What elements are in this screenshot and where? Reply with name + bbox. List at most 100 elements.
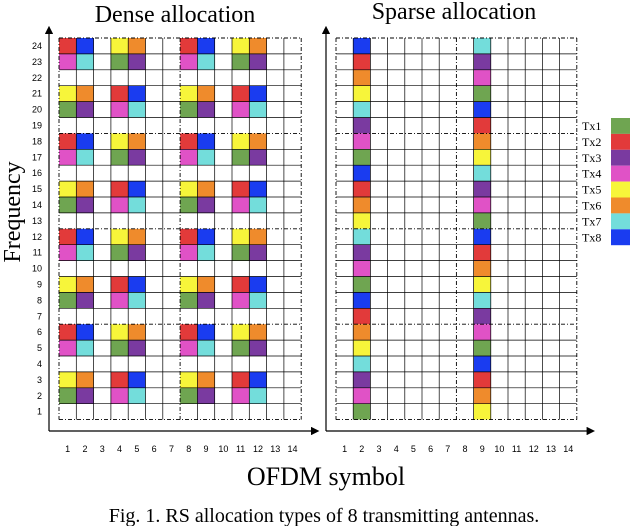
rs-cell-tx8 (249, 371, 267, 388)
rs-cell-tx3 (353, 371, 371, 388)
rs-cell-tx6 (473, 260, 491, 277)
x-tick-label: 8 (186, 444, 191, 454)
rs-cell-tx3 (128, 53, 146, 70)
rs-cell-tx5 (473, 403, 491, 420)
rs-cell-tx2 (232, 276, 250, 293)
rs-cell-tx8 (128, 181, 146, 197)
rs-cell-tx6 (249, 38, 267, 54)
rs-cell-tx3 (249, 244, 267, 261)
rs-cell-tx6 (128, 133, 146, 150)
rs-cell-tx5 (180, 181, 198, 197)
rs-cell-tx4 (353, 260, 371, 277)
legend-label-tx2: Tx2 (582, 135, 601, 149)
rs-cell-tx4 (232, 387, 250, 404)
x-tick-label: 2 (359, 444, 364, 454)
y-tick-label: 12 (32, 232, 42, 242)
rs-cell-tx1 (180, 292, 198, 309)
rs-cell-tx5 (110, 38, 129, 54)
legend-label-tx6: Tx6 (582, 199, 601, 213)
rs-cell-tx1 (473, 212, 491, 229)
panel-title-sparse: Sparse allocation (372, 0, 537, 25)
y-tick-label: 15 (32, 184, 42, 194)
x-tick-label: 6 (428, 444, 433, 454)
rs-cell-tx2 (110, 371, 129, 388)
rs-cell-tx8 (76, 133, 94, 150)
x-tick-label: 4 (117, 444, 122, 454)
rs-cell-tx8 (473, 101, 491, 118)
rs-cell-tx7 (473, 38, 491, 54)
rs-cell-tx8 (128, 276, 146, 293)
y-tick-label: 9 (37, 279, 42, 289)
rs-cell-tx3 (76, 387, 94, 404)
rs-cell-tx1 (353, 403, 371, 420)
rs-cell-tx5 (110, 324, 129, 341)
rs-cell-tx5 (473, 276, 491, 293)
legend-label-tx8: Tx8 (582, 230, 601, 244)
rs-cell-tx5 (110, 133, 129, 150)
y-tick-label: 21 (32, 89, 42, 99)
y-tick-label: 13 (32, 216, 42, 226)
y-tick-label: 17 (32, 152, 42, 162)
rs-cell-tx4 (180, 53, 198, 70)
y-tick-label: 6 (37, 327, 42, 337)
rs-cell-tx2 (232, 181, 250, 197)
rs-cell-tx8 (76, 228, 94, 245)
y-tick-label: 4 (37, 359, 42, 369)
x-tick-label: 5 (134, 444, 139, 454)
rs-cell-tx5 (59, 85, 77, 102)
rs-cell-tx4 (473, 69, 491, 86)
rs-cell-tx6 (353, 324, 371, 341)
rs-cell-tx6 (197, 276, 215, 293)
rs-cell-tx4 (110, 197, 129, 213)
rs-cell-tx5 (110, 228, 129, 245)
y-tick-label: 20 (32, 105, 42, 115)
rs-cell-tx2 (232, 371, 250, 388)
rs-cell-tx3 (128, 340, 146, 356)
rs-cell-tx4 (59, 149, 77, 166)
rs-cell-tx2 (59, 38, 77, 54)
x-tick-label: 6 (152, 444, 157, 454)
rs-cell-tx4 (353, 133, 371, 150)
rs-cell-tx7 (197, 149, 215, 166)
rs-cell-tx2 (473, 371, 491, 388)
rs-cell-tx6 (128, 228, 146, 245)
rs-cell-tx6 (197, 85, 215, 102)
rs-cell-tx4 (110, 101, 129, 118)
y-tick-label: 22 (32, 73, 42, 83)
rs-cell-tx8 (197, 133, 215, 150)
rs-cell-tx7 (76, 53, 94, 70)
rs-cell-tx4 (353, 387, 371, 404)
rs-cell-tx1 (232, 149, 250, 166)
rs-cell-tx5 (232, 228, 250, 245)
rs-cell-tx2 (353, 181, 371, 197)
legend-swatch-tx6 (611, 197, 630, 214)
rs-cell-tx7 (128, 387, 146, 404)
x-tick-label: 9 (204, 444, 209, 454)
rs-cell-tx2 (232, 85, 250, 102)
y-tick-label: 24 (32, 41, 42, 51)
rs-cell-tx1 (110, 149, 129, 166)
rs-cell-tx1 (473, 85, 491, 102)
legend-swatch-tx5 (611, 181, 630, 198)
rs-cell-tx4 (59, 53, 77, 70)
rs-cell-tx5 (353, 212, 371, 229)
rs-cell-tx8 (197, 228, 215, 245)
y-tick-label: 8 (37, 295, 42, 305)
rs-cell-tx3 (249, 340, 267, 356)
rs-cell-tx3 (76, 292, 94, 309)
rs-cell-tx6 (249, 133, 267, 150)
rs-cell-tx4 (232, 197, 250, 213)
x-tick-label: 13 (270, 444, 280, 454)
rs-cell-tx1 (473, 340, 491, 356)
rs-cell-tx2 (473, 244, 491, 261)
rs-cell-tx3 (128, 149, 146, 166)
rs-cell-tx6 (353, 69, 371, 86)
x-tick-label: 13 (546, 444, 556, 454)
rs-cell-tx3 (197, 197, 215, 213)
legend-label-tx4: Tx4 (582, 167, 601, 181)
rs-cell-tx1 (110, 244, 129, 261)
y-tick-label: 18 (32, 136, 42, 146)
rs-cell-tx8 (473, 356, 491, 372)
rs-cell-tx2 (353, 53, 371, 70)
